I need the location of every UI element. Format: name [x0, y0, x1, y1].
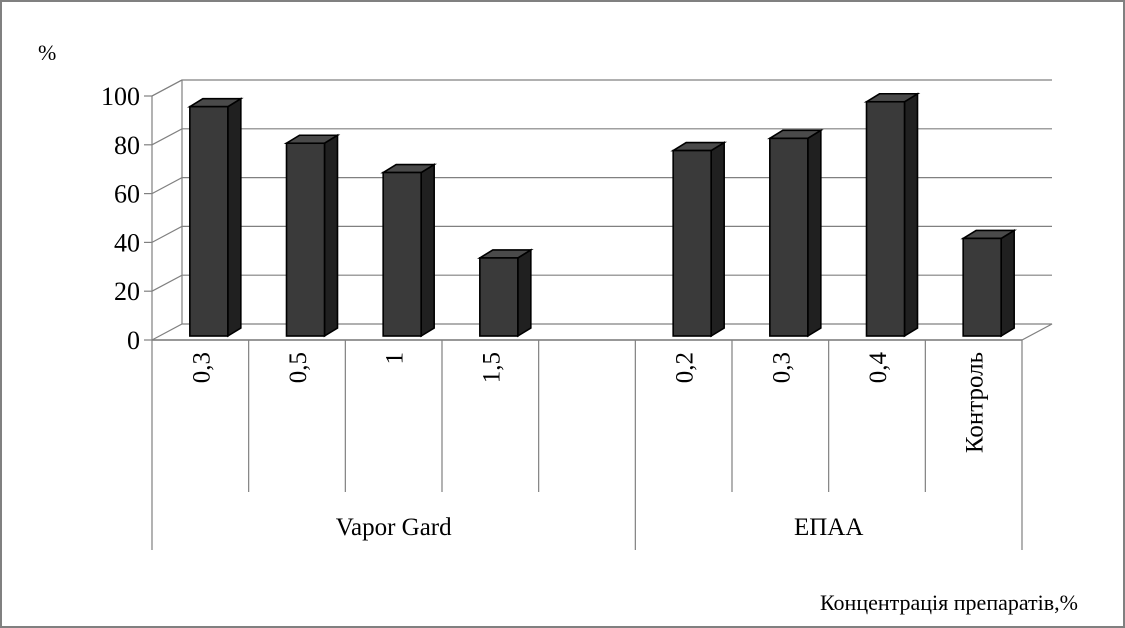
bar-side: [1000, 228, 1015, 338]
y-axis-label: %: [38, 40, 56, 65]
x-tick-label: 0,3: [768, 352, 795, 383]
y-tick-label: 80: [114, 131, 140, 160]
bar: [960, 228, 1017, 338]
bar-side: [420, 163, 435, 338]
bars: [187, 92, 1017, 338]
bar: [187, 97, 244, 338]
left-wall-edge: [151, 79, 183, 340]
y-tick-label: 0: [127, 326, 140, 355]
gridlines: [151, 79, 1052, 292]
y-tick-label: 20: [114, 277, 140, 306]
x-tick-label: 0,4: [865, 352, 892, 384]
x-axis: 0,3 0,5 1 1,5 0,2 0,3 0,4 Контроль Vapor Gard ЕПА…: [151, 339, 1023, 550]
bar-front: [382, 171, 422, 337]
bar-side: [227, 97, 242, 338]
bar-front: [769, 137, 809, 337]
x-tick-label: 1,5: [478, 352, 505, 383]
y-axis-ticks: 0 20 40 60 80 100: [101, 82, 152, 355]
y-tick-label: 60: [114, 180, 140, 209]
y-tick-label: 40: [114, 228, 140, 257]
gridline: [151, 274, 1052, 292]
x-tick-label: 1: [382, 352, 409, 365]
bar: [670, 141, 727, 338]
bar-side: [710, 141, 725, 338]
bar: [863, 92, 921, 338]
x-tick-label: Контроль: [962, 352, 989, 453]
bar: [767, 128, 824, 338]
x-group-label: Vapor Gard: [336, 514, 452, 541]
gridline: [151, 79, 1052, 97]
bar-side: [323, 133, 339, 338]
bar-front: [189, 105, 229, 337]
x-group-label: ЕПАА: [794, 514, 863, 541]
bar: [283, 133, 341, 338]
bar-side: [807, 128, 822, 338]
x-axis-label: Концентрація препаратів,%: [820, 590, 1078, 615]
x-tick-label: 0,3: [188, 352, 215, 383]
bar-front: [479, 257, 519, 337]
x-tick-label: 0,2: [672, 352, 699, 383]
bar-front: [285, 142, 326, 337]
y-tick-label: 100: [101, 82, 140, 111]
bar-front: [962, 237, 1002, 337]
bar-front: [865, 100, 906, 337]
gridline: [151, 128, 1052, 146]
x-tick-label: 0,5: [285, 352, 312, 383]
bar-side: [517, 248, 532, 338]
bar-front: [672, 149, 712, 337]
bar: [380, 163, 437, 338]
bar-side: [903, 92, 919, 338]
gridline: [151, 177, 1052, 195]
bar: [477, 248, 534, 338]
gridline: [151, 225, 1052, 243]
